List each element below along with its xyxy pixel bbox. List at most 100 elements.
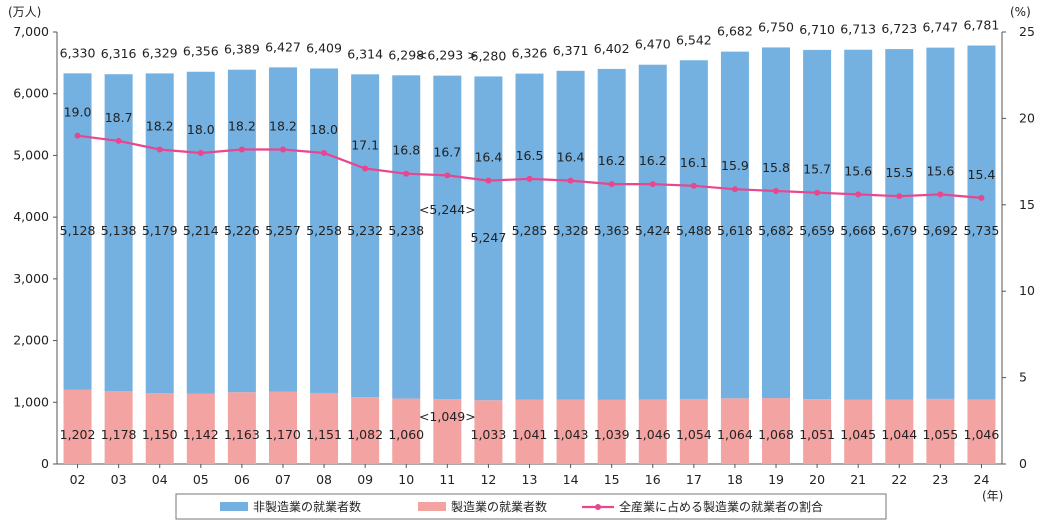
legend: 非製造業の就業者数 製造業の就業者数 全産業に占める製造業の就業者の割合 — [175, 493, 887, 520]
y-left-tick-label: 1,000 — [13, 394, 49, 409]
bar-manufacturing — [186, 393, 215, 464]
y-left-tick-label: 0 — [41, 456, 49, 471]
bar-non-manufacturing — [104, 74, 133, 392]
ratio-point — [814, 189, 821, 196]
x-tick-label: 11 — [439, 472, 455, 487]
total-value-label: 6,713 — [840, 22, 876, 37]
ratio-value-label: 16.7 — [433, 144, 461, 159]
ratio-point — [690, 182, 697, 189]
non-manufacturing-value-label: 5,285 — [512, 223, 548, 238]
bar-manufacturing — [597, 399, 626, 464]
ratio-value-label: 16.5 — [516, 148, 544, 163]
ratio-value-label: 15.5 — [885, 165, 913, 180]
y-left-unit-label: (万人) — [8, 5, 41, 19]
x-tick-label: 05 — [193, 472, 209, 487]
non-manufacturing-value-label: 5,179 — [142, 223, 178, 238]
x-tick-label: 17 — [686, 472, 702, 487]
x-tick-label: 03 — [111, 472, 127, 487]
ratio-value-label: 15.6 — [926, 163, 954, 178]
ratio-value-label: 15.4 — [968, 167, 996, 182]
manufacturing-value-label: 1,044 — [881, 427, 917, 442]
ratio-value-label: 16.8 — [392, 143, 420, 158]
manufacturing-value-label: 1,150 — [142, 427, 178, 442]
x-tick-label: 22 — [891, 472, 907, 487]
bar-non-manufacturing — [803, 49, 832, 400]
ratio-point — [74, 132, 81, 139]
ratio-value-label: 17.1 — [351, 138, 379, 153]
legend-swatch-non-manufacturing — [220, 502, 248, 511]
x-tick-label: 14 — [563, 472, 579, 487]
total-value-label: 6,326 — [512, 46, 548, 61]
legend-label-ratio: 全産業に占める製造業の就業者の割合 — [619, 499, 823, 514]
bar-non-manufacturing — [967, 45, 996, 400]
ratio-value-label: 16.2 — [639, 153, 667, 168]
manufacturing-value-label: 1,055 — [922, 427, 958, 442]
bar-non-manufacturing — [433, 75, 462, 400]
bar-manufacturing — [638, 399, 667, 464]
total-value-label: 6,402 — [594, 41, 630, 56]
x-tick-label: 08 — [316, 472, 332, 487]
bar-manufacturing — [885, 399, 914, 464]
x-tick-label: 19 — [768, 472, 784, 487]
total-value-label: 6,371 — [553, 43, 589, 58]
manufacturing-value-label: 1,170 — [265, 427, 301, 442]
total-value-label: 6,470 — [635, 37, 671, 52]
total-value-label: 6,298 — [388, 47, 424, 62]
manufacturing-value-label: 1,041 — [512, 427, 548, 442]
bar-manufacturing — [63, 389, 92, 464]
ratio-value-label: 16.4 — [557, 150, 585, 165]
manufacturing-value-label: <1,049> — [419, 409, 476, 424]
bar-manufacturing — [145, 393, 174, 464]
ratio-value-label: 16.1 — [680, 155, 708, 170]
non-manufacturing-value-label: 5,247 — [471, 230, 507, 245]
ratio-point — [403, 170, 410, 177]
bar-manufacturing — [474, 400, 503, 464]
manufacturing-value-label: 1,064 — [717, 427, 753, 442]
manufacturing-value-label: 1,151 — [306, 427, 342, 442]
non-manufacturing-value-label: 5,138 — [101, 223, 137, 238]
ratio-value-label: 18.7 — [105, 110, 133, 125]
x-tick-label: 06 — [234, 472, 250, 487]
non-manufacturing-value-label: 5,214 — [183, 223, 219, 238]
non-manufacturing-value-label: 5,618 — [717, 223, 753, 238]
ratio-value-label: 15.7 — [803, 162, 831, 177]
non-manufacturing-value-label: 5,659 — [799, 223, 835, 238]
x-tick-label: 20 — [809, 472, 825, 487]
y-left-tick-label: 7,000 — [13, 24, 49, 39]
manufacturing-value-label: 1,046 — [964, 427, 1000, 442]
total-value-label: 6,542 — [676, 32, 712, 47]
x-tick-label: 09 — [357, 472, 373, 487]
bar-manufacturing — [515, 399, 544, 464]
total-value-label: 6,723 — [881, 21, 917, 36]
x-tick-label: 12 — [480, 472, 496, 487]
y-left-tick-label: 6,000 — [13, 86, 49, 101]
x-tick-label: 02 — [70, 472, 86, 487]
x-tick-label: 18 — [727, 472, 743, 487]
legend-label-manufacturing: 製造業の就業者数 — [451, 499, 547, 514]
bar-manufacturing — [762, 398, 791, 464]
ratio-value-label: 16.4 — [474, 150, 502, 165]
total-value-label: 6,329 — [142, 45, 178, 60]
bar-manufacturing — [227, 392, 256, 464]
bar-non-manufacturing — [679, 60, 708, 399]
ratio-point — [855, 191, 862, 198]
manufacturing-value-label: 1,202 — [60, 427, 96, 442]
ratio-point — [731, 186, 738, 193]
bar-manufacturing — [803, 399, 832, 464]
bar-non-manufacturing — [392, 75, 421, 399]
bar-manufacturing — [104, 391, 133, 464]
ratio-point — [567, 177, 574, 184]
x-tick-label: 13 — [522, 472, 538, 487]
ratio-point — [197, 149, 204, 156]
y-right-tick-label: 10 — [1019, 283, 1035, 298]
non-manufacturing-value-label: 5,238 — [388, 223, 424, 238]
ratio-value-label: 18.0 — [310, 122, 338, 137]
bar-non-manufacturing — [885, 49, 914, 400]
non-manufacturing-value-label: 5,488 — [676, 223, 712, 238]
ratio-point — [279, 146, 286, 153]
bar-non-manufacturing — [556, 70, 585, 400]
ratio-point — [978, 194, 985, 201]
x-tick-label: 23 — [932, 472, 948, 487]
